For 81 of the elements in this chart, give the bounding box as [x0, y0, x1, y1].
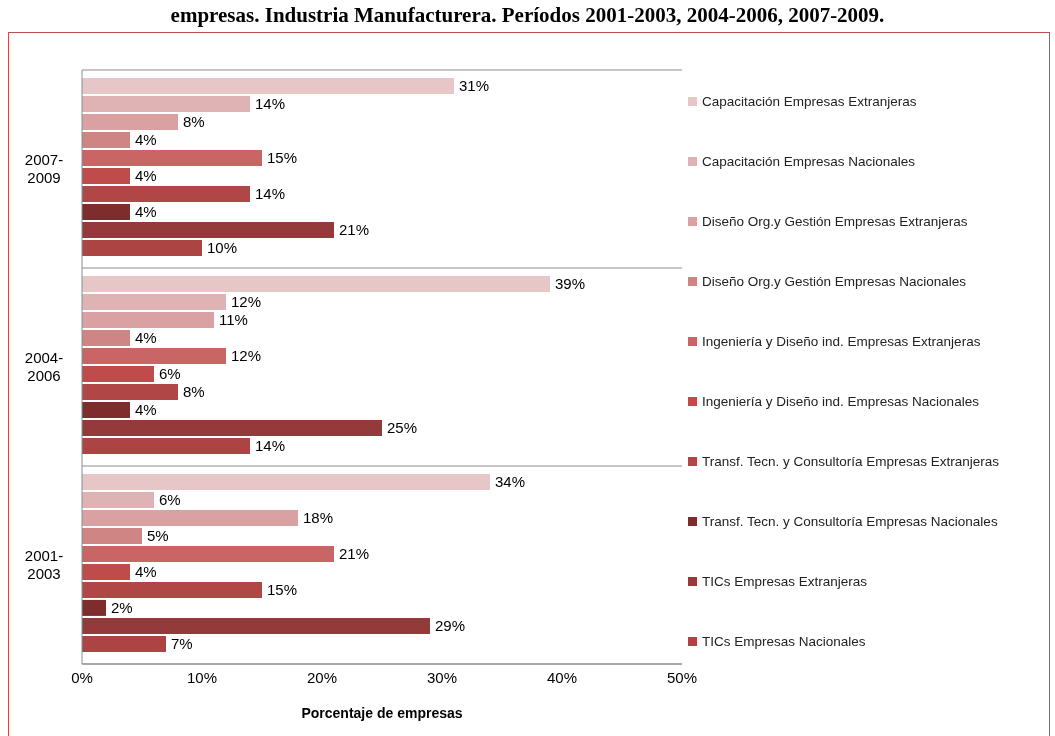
data-label: 15%: [267, 149, 298, 167]
y-tick-label: 2001-2003: [24, 547, 64, 583]
x-tick-label: 10%: [186, 668, 218, 686]
data-label: 29%: [435, 617, 466, 635]
chart-title: empresas. Industria Manufacturera. Períodos 2001-2003, 2004-2006, 2007-2009.: [169, 3, 886, 28]
bar: [82, 563, 130, 580]
bar: [82, 437, 250, 454]
x-tick-label: 20%: [306, 668, 338, 686]
data-label: 8%: [183, 113, 205, 131]
bar: [82, 149, 262, 166]
data-label: 18%: [303, 509, 334, 527]
bar: [82, 311, 214, 328]
bar: [82, 203, 130, 220]
bar: [82, 221, 334, 238]
data-label: 25%: [387, 419, 418, 437]
data-label: 4%: [135, 401, 157, 419]
bar: [82, 95, 250, 112]
bar: [82, 473, 490, 490]
bar: [82, 239, 202, 256]
bar: [82, 293, 226, 310]
y-tick-label: 2004-2006: [24, 349, 64, 385]
x-tick-label: 50%: [666, 668, 698, 686]
data-label: 4%: [135, 203, 157, 221]
bar: [82, 491, 154, 508]
bar: [82, 77, 454, 94]
bar: [82, 599, 106, 616]
data-label: 4%: [135, 329, 157, 347]
x-tick-label: 0%: [71, 668, 93, 686]
x-axis-title: Porcentaje de empresas: [301, 705, 463, 721]
bar: [82, 113, 178, 130]
bar: [82, 185, 250, 202]
data-label: 6%: [159, 365, 181, 383]
legend-label: Diseño Org.y Gestión Empresas Extranjeras: [702, 213, 968, 229]
bar: [82, 383, 178, 400]
data-label: 2%: [111, 599, 133, 617]
data-label: 14%: [255, 95, 286, 113]
x-tick-label: 30%: [426, 668, 458, 686]
data-label: 10%: [207, 239, 238, 257]
data-label: 12%: [231, 347, 262, 365]
bar: [82, 401, 130, 418]
data-label: 34%: [495, 473, 526, 491]
legend-label: Ingeniería y Diseño ind. Empresas Nacionales: [702, 393, 979, 409]
data-label: 5%: [147, 527, 169, 545]
data-label: 12%: [231, 293, 262, 311]
data-label: 15%: [267, 581, 298, 599]
data-label: 4%: [135, 563, 157, 581]
bar: [82, 167, 130, 184]
bar: [82, 509, 298, 526]
legend-label: TICs Empresas Extranjeras: [702, 573, 868, 589]
bar: [82, 365, 154, 382]
bar: [82, 581, 262, 598]
bar: [82, 329, 130, 346]
data-label: 14%: [255, 437, 286, 455]
x-tick-label: 40%: [546, 668, 578, 686]
data-label: 8%: [183, 383, 205, 401]
legend-label: TICs Empresas Nacionales: [702, 633, 866, 649]
bar: [82, 131, 130, 148]
data-label: 21%: [339, 545, 370, 563]
data-label: 39%: [555, 275, 586, 293]
bar: [82, 275, 550, 292]
legend-label: Ingeniería y Diseño ind. Empresas Extranjeras: [702, 333, 981, 349]
data-label: 14%: [255, 185, 286, 203]
legend-label: Transf. Tecn. y Consultoría Empresas Nacionales: [702, 513, 998, 529]
bar: [82, 527, 142, 544]
data-label: 11%: [219, 311, 248, 329]
data-label: 4%: [135, 131, 157, 149]
legend-label: Capacitación Empresas Extranjeras: [702, 93, 917, 109]
bar: [82, 347, 226, 364]
data-label: 4%: [135, 167, 157, 185]
bar: [82, 419, 382, 436]
y-tick-label: 2007-2009: [24, 151, 64, 187]
data-label: 21%: [339, 221, 370, 239]
data-label: 31%: [459, 77, 490, 95]
bar: [82, 635, 166, 652]
legend-label: Transf. Tecn. y Consultoría Empresas Extranjeras: [702, 453, 1000, 469]
data-label: 7%: [171, 635, 193, 653]
data-label: 6%: [159, 491, 181, 509]
bar: [82, 617, 430, 634]
legend-label: Diseño Org.y Gestión Empresas Nacionales: [702, 273, 967, 289]
bar: [82, 545, 334, 562]
legend-label: Capacitación Empresas Nacionales: [702, 153, 916, 169]
